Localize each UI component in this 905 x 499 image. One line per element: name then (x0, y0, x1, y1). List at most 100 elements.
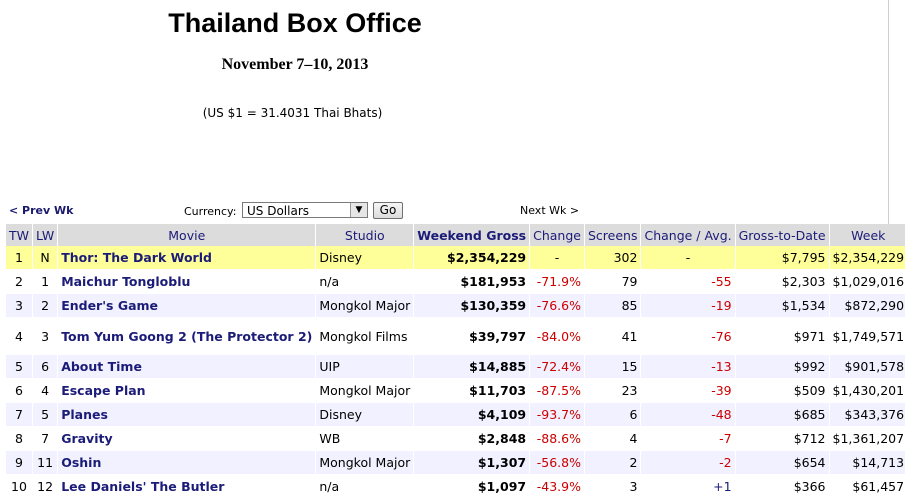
cell-lw: 3 (33, 318, 59, 355)
cell-studio: n/a (316, 475, 415, 499)
cell-screens: 79 (584, 270, 642, 294)
cell-tw: 5 (6, 355, 33, 379)
col-header-gross-to-date[interactable]: Gross-to-Date (735, 224, 830, 246)
cell-weekend-gross: $2,354,229 (414, 246, 531, 270)
cell-avg: $712 (735, 427, 830, 451)
cell-avg: $1,534 (735, 294, 830, 318)
cell-movie-link[interactable]: Oshin (58, 451, 317, 475)
cell-screen-change: -76 (641, 318, 736, 355)
cell-lw: 5 (33, 403, 59, 427)
cell-studio: Mongkol Films (316, 318, 415, 355)
cell-gross-to-date: $2,354,229 (829, 246, 905, 270)
box-office-table: TW LW Movie Studio Weekend Gross Change … (6, 224, 905, 499)
cell-weekend-gross: $14,885 (414, 355, 531, 379)
next-week-link[interactable]: Next Wk > (520, 204, 580, 217)
cell-change: -87.5% (530, 379, 585, 403)
cell-studio: Mongkol Major (316, 379, 415, 403)
col-header-screens[interactable]: Screens (584, 224, 642, 246)
cell-lw: 2 (33, 294, 59, 318)
cell-screens: 85 (584, 294, 642, 318)
cell-movie-link[interactable]: Tom Yum Goong 2 (The Protector 2) (58, 318, 317, 355)
table-row: 4 3 Tom Yum Goong 2 (The Protector 2) Mo… (6, 318, 905, 355)
cell-screen-change: - (641, 246, 736, 270)
table-header-row: TW LW Movie Studio Weekend Gross Change … (6, 224, 905, 246)
cell-lw: N (33, 246, 59, 270)
cell-lw: 6 (33, 355, 59, 379)
col-header-change[interactable]: Change (530, 224, 585, 246)
cell-screen-change: -39 (641, 379, 736, 403)
cell-avg: $971 (735, 318, 830, 355)
cell-change: -72.4% (530, 355, 585, 379)
cell-tw: 8 (6, 427, 33, 451)
prev-week-link[interactable]: < Prev Wk (9, 204, 74, 217)
cell-tw: 3 (6, 294, 33, 318)
cell-weekend-gross: $4,109 (414, 403, 531, 427)
col-header-weekend-gross[interactable]: Weekend Gross (414, 224, 531, 246)
cell-gross-to-date: $1,749,571 (829, 318, 905, 355)
cell-weekend-gross: $1,097 (414, 475, 531, 499)
cell-studio: Disney (316, 403, 415, 427)
cell-avg: $685 (735, 403, 830, 427)
cell-change: - (530, 246, 585, 270)
cell-change: -84.0% (530, 318, 585, 355)
date-range: November 7–10, 2013 (221, 56, 369, 73)
col-header-change-avg[interactable]: Change / Avg. (641, 224, 736, 246)
col-header-week[interactable]: Week (829, 224, 905, 246)
cell-lw: 1 (33, 270, 59, 294)
table-row: 1 N Thor: The Dark World Disney $2,354,2… (6, 246, 905, 270)
cell-change: -43.9% (530, 475, 585, 499)
cell-screen-change: -48 (641, 403, 736, 427)
cell-studio: Disney (316, 246, 415, 270)
col-header-lw[interactable]: LW (33, 224, 59, 246)
cell-change: -88.6% (530, 427, 585, 451)
cell-movie-link[interactable]: About Time (58, 355, 317, 379)
cell-studio: n/a (316, 270, 415, 294)
cell-screens: 23 (584, 379, 642, 403)
cell-screens: 41 (584, 318, 642, 355)
cell-gross-to-date: $61,457 (829, 475, 905, 499)
cell-gross-to-date: $901,578 (829, 355, 905, 379)
currency-selected-value: US Dollars (247, 204, 310, 218)
table-row: 5 6 About Time UIP $14,885 -72.4% 15 -13… (6, 355, 905, 379)
cell-movie-link[interactable]: Escape Plan (58, 379, 317, 403)
go-button[interactable]: Go (373, 202, 403, 219)
cell-screen-change: +1 (641, 475, 736, 499)
cell-weekend-gross: $39,797 (414, 318, 531, 355)
cell-change: -71.9% (530, 270, 585, 294)
chevron-down-icon[interactable]: ▼ (350, 203, 367, 217)
cell-gross-to-date: $343,376 (829, 403, 905, 427)
cell-movie-link[interactable]: Planes (58, 403, 317, 427)
cell-avg: $2,303 (735, 270, 830, 294)
cell-weekend-gross: $11,703 (414, 379, 531, 403)
table-row: 7 5 Planes Disney $4,109 -93.7% 6 -48 $6… (6, 403, 905, 427)
cell-screen-change: -2 (641, 451, 736, 475)
col-header-tw[interactable]: TW (6, 224, 33, 246)
cell-screens: 4 (584, 427, 642, 451)
cell-avg: $7,795 (735, 246, 830, 270)
cell-avg: $992 (735, 355, 830, 379)
cell-studio: Mongkol Major (316, 294, 415, 318)
cell-movie-link[interactable]: Thor: The Dark World (58, 246, 317, 270)
currency-select[interactable]: US Dollars ▼ (242, 202, 368, 218)
cell-movie-link[interactable]: Maichur Tongloblu (58, 270, 317, 294)
cell-screens: 15 (584, 355, 642, 379)
cell-lw: 12 (33, 475, 59, 499)
cell-movie-link[interactable]: Lee Daniels' The Butler (58, 475, 317, 499)
currency-label: Currency: (184, 205, 237, 218)
cell-gross-to-date: $872,290 (829, 294, 905, 318)
cell-studio: Mongkol Major (316, 451, 415, 475)
cell-lw: 7 (33, 427, 59, 451)
cell-screens: 2 (584, 451, 642, 475)
cell-lw: 4 (33, 379, 59, 403)
cell-change: -76.6% (530, 294, 585, 318)
cell-gross-to-date: $1,029,016 (829, 270, 905, 294)
cell-movie-link[interactable]: Gravity (58, 427, 317, 451)
cell-weekend-gross: $2,848 (414, 427, 531, 451)
cell-avg: $654 (735, 451, 830, 475)
cell-change: -56.8% (530, 451, 585, 475)
cell-tw: 10 (6, 475, 33, 499)
page-title: Thailand Box Office (168, 8, 422, 38)
cell-movie-link[interactable]: Ender's Game (58, 294, 317, 318)
col-header-movie[interactable]: Movie (58, 224, 317, 246)
col-header-studio[interactable]: Studio (316, 224, 415, 246)
